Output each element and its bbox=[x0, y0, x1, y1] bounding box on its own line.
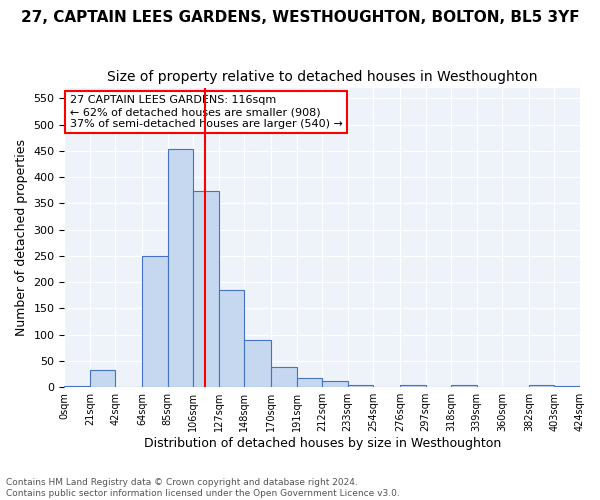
Bar bbox=[219, 290, 244, 387]
Bar bbox=[348, 385, 373, 387]
Bar bbox=[322, 382, 348, 387]
Bar bbox=[168, 150, 193, 387]
Bar bbox=[64, 386, 90, 387]
X-axis label: Distribution of detached houses by size in Westhoughton: Distribution of detached houses by size … bbox=[143, 437, 501, 450]
Bar bbox=[142, 256, 168, 387]
Bar bbox=[529, 385, 554, 387]
Bar bbox=[400, 385, 425, 387]
Bar bbox=[451, 384, 476, 387]
Bar bbox=[244, 340, 271, 387]
Bar bbox=[271, 368, 296, 387]
Text: Contains HM Land Registry data © Crown copyright and database right 2024.
Contai: Contains HM Land Registry data © Crown c… bbox=[6, 478, 400, 498]
Bar bbox=[90, 370, 115, 387]
Bar bbox=[554, 386, 580, 387]
Text: 27 CAPTAIN LEES GARDENS: 116sqm
← 62% of detached houses are smaller (908)
37% o: 27 CAPTAIN LEES GARDENS: 116sqm ← 62% of… bbox=[70, 96, 343, 128]
Text: 27, CAPTAIN LEES GARDENS, WESTHOUGHTON, BOLTON, BL5 3YF: 27, CAPTAIN LEES GARDENS, WESTHOUGHTON, … bbox=[20, 10, 580, 25]
Title: Size of property relative to detached houses in Westhoughton: Size of property relative to detached ho… bbox=[107, 70, 538, 84]
Y-axis label: Number of detached properties: Number of detached properties bbox=[15, 139, 28, 336]
Bar bbox=[193, 192, 219, 387]
Bar bbox=[296, 378, 322, 387]
